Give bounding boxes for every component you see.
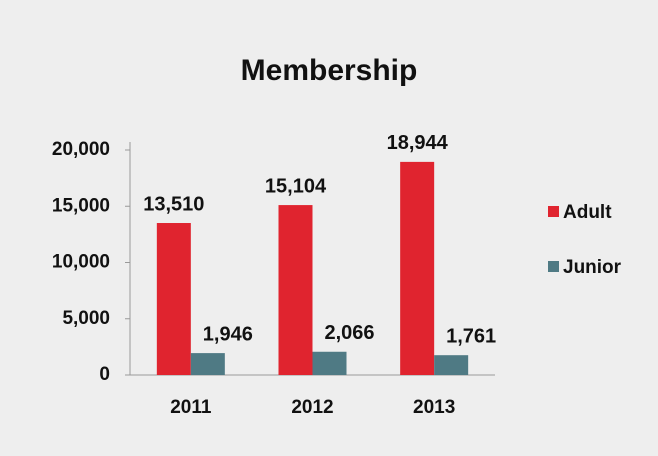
legend-label: Adult [563,202,612,223]
y-tick-label: 0 [99,364,110,385]
chart-title: Membership [241,54,418,87]
y-tick-label: 5,000 [62,308,110,329]
bar [190,353,225,375]
bar [156,223,191,375]
y-tick-label: 15,000 [52,195,110,216]
legend-swatch [548,206,559,217]
value-label: 1,761 [446,325,496,347]
x-tick-label: 2013 [413,397,455,418]
bar [400,161,435,375]
value-label: 2,066 [324,322,374,344]
x-tick-label: 2011 [170,397,212,418]
value-label: 15,104 [265,175,327,197]
value-label: 13,510 [143,193,204,215]
value-label: 1,946 [203,323,253,345]
bar [312,351,347,375]
y-tick-label: 20,000 [52,139,110,160]
bar [434,355,469,375]
bar [278,205,313,375]
y-tick-label: 10,000 [52,252,110,273]
legend-swatch [548,261,559,272]
value-label: 18,944 [387,132,449,154]
x-tick-label: 2012 [291,397,333,418]
legend-label: Junior [563,257,622,278]
